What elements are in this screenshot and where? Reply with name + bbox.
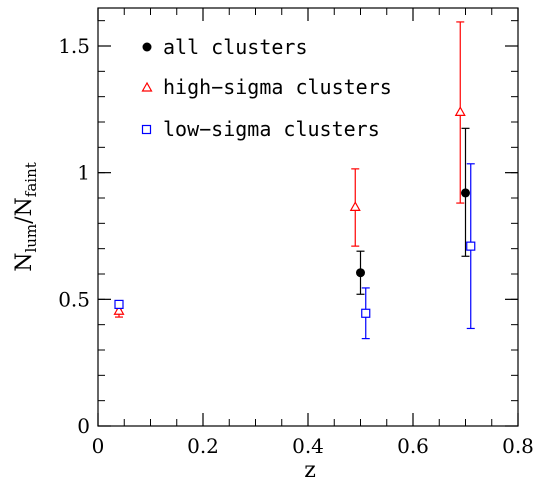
data-point-open-square — [361, 308, 371, 318]
data-point-open-square — [466, 241, 476, 251]
data-point-open-square — [114, 299, 124, 309]
y-tick-label: 0.5 — [58, 287, 90, 311]
legend: all clusters high−sigma clusters low−sig… — [141, 35, 392, 141]
legend-marker-filled-circle — [142, 42, 152, 52]
y-axis-label-slash: /N — [12, 197, 37, 224]
data-point-open-triangle — [454, 106, 466, 116]
y-axis-label: Nlum/Nfaint — [12, 162, 40, 272]
axis-ticks — [97, 8, 519, 427]
legend-label-high-sigma-clusters: high−sigma clusters — [163, 75, 392, 99]
data-points — [113, 21, 476, 340]
plot-frame — [97, 7, 519, 427]
legend-label-all-clusters: all clusters — [163, 35, 308, 59]
x-tick-label: 0.4 — [292, 434, 324, 458]
x-tick-label: 0.2 — [187, 434, 219, 458]
data-point-open-triangle — [349, 201, 361, 211]
y-axis-label-sub2: faint — [22, 162, 40, 197]
y-axis-label-sub1: lum — [22, 224, 40, 253]
legend-label-low-sigma-clusters: low−sigma clusters — [163, 117, 380, 141]
data-point-filled-circle — [461, 188, 470, 198]
svg-text:Nlum/Nfaint: Nlum/Nfaint — [12, 162, 40, 272]
legend-item-all-clusters: all clusters — [142, 35, 308, 59]
y-tick-label: 1.5 — [58, 34, 90, 58]
y-axis-label-main: N — [12, 253, 37, 272]
legend-item-high-sigma-clusters: high−sigma clusters — [141, 75, 392, 99]
x-axis-label: z — [304, 458, 316, 482]
y-tick-label: 0 — [77, 414, 90, 438]
x-tick-label: 0.6 — [397, 434, 429, 458]
legend-marker-open-triangle — [141, 81, 153, 92]
x-tick-label: 0.8 — [502, 434, 534, 458]
legend-marker-open-square — [141, 124, 152, 135]
axis-tick-labels: 0 0.2 0.4 0.6 0.8 0 0.5 1 1.5 — [58, 34, 534, 458]
legend-item-low-sigma-clusters: low−sigma clusters — [141, 117, 380, 141]
x-tick-label: 0 — [92, 434, 105, 458]
data-point-filled-circle — [356, 268, 365, 278]
y-tick-label: 1 — [77, 161, 90, 185]
data-point-open-triangle — [113, 305, 125, 315]
